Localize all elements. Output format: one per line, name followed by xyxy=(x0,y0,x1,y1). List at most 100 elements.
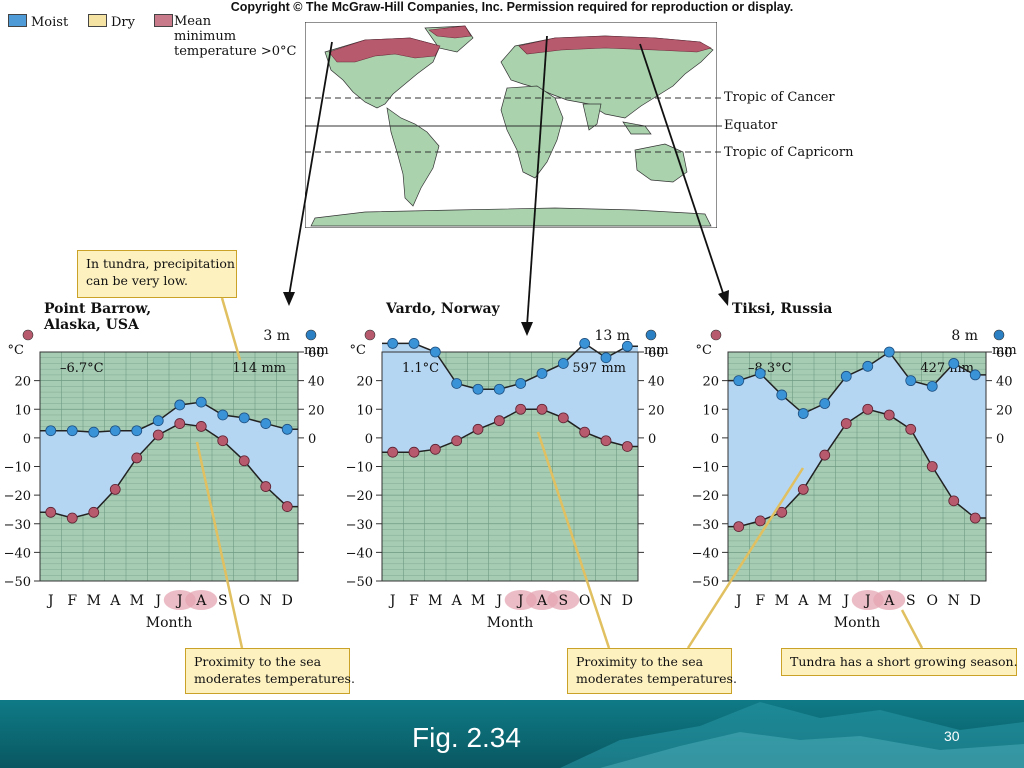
callout-proximity-sea-1: Proximity to the sea moderates temperatu… xyxy=(185,648,355,694)
callout-short-growing-season: Tundra has a short growing season. xyxy=(781,648,1018,676)
temperature-point xyxy=(281,501,293,512)
temperature-point xyxy=(621,441,633,452)
month-tick-label: S xyxy=(559,593,569,609)
precip-legend-dot xyxy=(993,329,1005,341)
month-tick-label: M xyxy=(471,593,485,609)
month-tick-label: N xyxy=(948,593,960,609)
temperature-point xyxy=(45,506,57,518)
precipitation-point xyxy=(451,378,463,389)
month-tick-label: N xyxy=(600,593,612,609)
left-tick-label: −20 xyxy=(692,489,719,504)
month-tick-label: M xyxy=(775,593,789,609)
legend-moist: Moist xyxy=(8,14,68,30)
slide-footer: Fig. 2.34 30 xyxy=(0,700,1024,768)
precipitation-point xyxy=(66,425,78,437)
x-axis-label: Month xyxy=(146,615,192,631)
station-elevation: 13 m xyxy=(594,328,630,344)
precipitation-point xyxy=(754,368,766,379)
left-tick-label: −10 xyxy=(346,461,373,476)
precipitation-point xyxy=(557,358,569,369)
temperature-point xyxy=(66,512,78,524)
temperature-point xyxy=(238,455,250,467)
precipitation-point xyxy=(195,396,207,408)
precipitation-point xyxy=(840,370,852,382)
temperature-point xyxy=(754,515,766,527)
station-elevation: 8 m xyxy=(951,328,978,344)
precipitation-point xyxy=(926,380,938,392)
left-tick-label: −20 xyxy=(346,489,373,504)
y-left-unit: °C xyxy=(8,343,25,358)
legend-mean-label: Mean minimum temperature >0°C xyxy=(174,14,297,59)
precipitation-point xyxy=(733,375,745,387)
y-right-unit: mm xyxy=(304,343,329,358)
left-tick-label: −30 xyxy=(346,518,373,533)
precipitation-point xyxy=(387,338,399,349)
temperature-point xyxy=(600,435,612,447)
station-title: Tiksi, Russia xyxy=(732,301,832,317)
temperature-point xyxy=(926,461,938,472)
month-tick-label: A xyxy=(451,593,463,609)
equator-label: Equator xyxy=(724,118,778,133)
left-tick-label: −50 xyxy=(692,575,719,590)
temperature-point xyxy=(387,446,399,458)
precipitation-point xyxy=(862,360,874,372)
annual-precipitation: 597 mm xyxy=(572,361,626,376)
month-tick-label: S xyxy=(906,593,916,609)
right-tick-label: 60 xyxy=(996,346,1013,361)
x-axis-label: Month xyxy=(834,615,880,631)
temperature-point xyxy=(195,421,207,432)
mean-temperature: –6.7°C xyxy=(60,361,104,376)
moist-swatch xyxy=(8,14,27,27)
temperature-point xyxy=(579,426,591,438)
month-tick-label: O xyxy=(239,593,250,609)
temperature-point xyxy=(451,435,463,447)
precipitation-point xyxy=(948,358,960,369)
precipitation-point xyxy=(281,423,293,435)
left-tick-label: 20 xyxy=(702,375,719,390)
month-tick-label: J xyxy=(734,593,742,609)
month-tick-label: F xyxy=(409,593,419,609)
y-left-unit: °C xyxy=(696,343,713,358)
left-tick-label: 10 xyxy=(356,403,373,418)
precipitation-point xyxy=(238,412,250,424)
precipitation-point xyxy=(88,426,100,438)
y-left-unit: °C xyxy=(350,343,367,358)
month-tick-label: A xyxy=(797,593,809,609)
temperature-point xyxy=(840,418,852,429)
chart-point-barrow: J F M A M J J A S O N DMonth−50−40−30−20−1001020020… xyxy=(4,301,329,631)
moist-fill xyxy=(40,402,298,519)
temperature-point xyxy=(493,415,505,427)
right-tick-label: 0 xyxy=(648,432,656,447)
month-tick-label: J xyxy=(841,593,849,609)
precipitation-point xyxy=(515,378,527,389)
dry-swatch xyxy=(88,14,107,27)
left-tick-label: 10 xyxy=(14,403,31,418)
precipitation-point xyxy=(579,338,591,349)
temperature-point xyxy=(905,423,917,435)
temperature-point xyxy=(217,435,229,447)
precipitation-point xyxy=(408,338,420,349)
precipitation-point xyxy=(493,383,505,395)
station-elevation: 3 m xyxy=(263,328,290,344)
left-tick-label: 10 xyxy=(702,403,719,418)
temperature-point xyxy=(733,521,745,533)
y-right-unit: mm xyxy=(992,343,1017,358)
month-tick-label: F xyxy=(755,593,765,609)
precipitation-point xyxy=(905,375,917,387)
temperature-point xyxy=(536,403,548,415)
left-tick-label: −20 xyxy=(4,489,31,504)
right-tick-label: 60 xyxy=(648,346,665,361)
precipitation-point xyxy=(174,399,186,411)
footer-mountains xyxy=(560,702,1024,768)
right-tick-label: 40 xyxy=(308,375,325,390)
x-axis-label: Month xyxy=(487,615,533,631)
left-tick-label: −40 xyxy=(346,546,373,561)
right-tick-label: 20 xyxy=(996,403,1013,418)
callout-tundra-precipitation: In tundra, precipitation can be very low… xyxy=(77,250,237,298)
left-tick-label: −40 xyxy=(692,546,719,561)
month-tick-label: M xyxy=(818,593,832,609)
month-tick-label: A xyxy=(883,593,895,609)
month-tick-label: D xyxy=(970,593,981,609)
precipitation-point xyxy=(217,409,229,421)
left-tick-label: 0 xyxy=(711,432,719,447)
